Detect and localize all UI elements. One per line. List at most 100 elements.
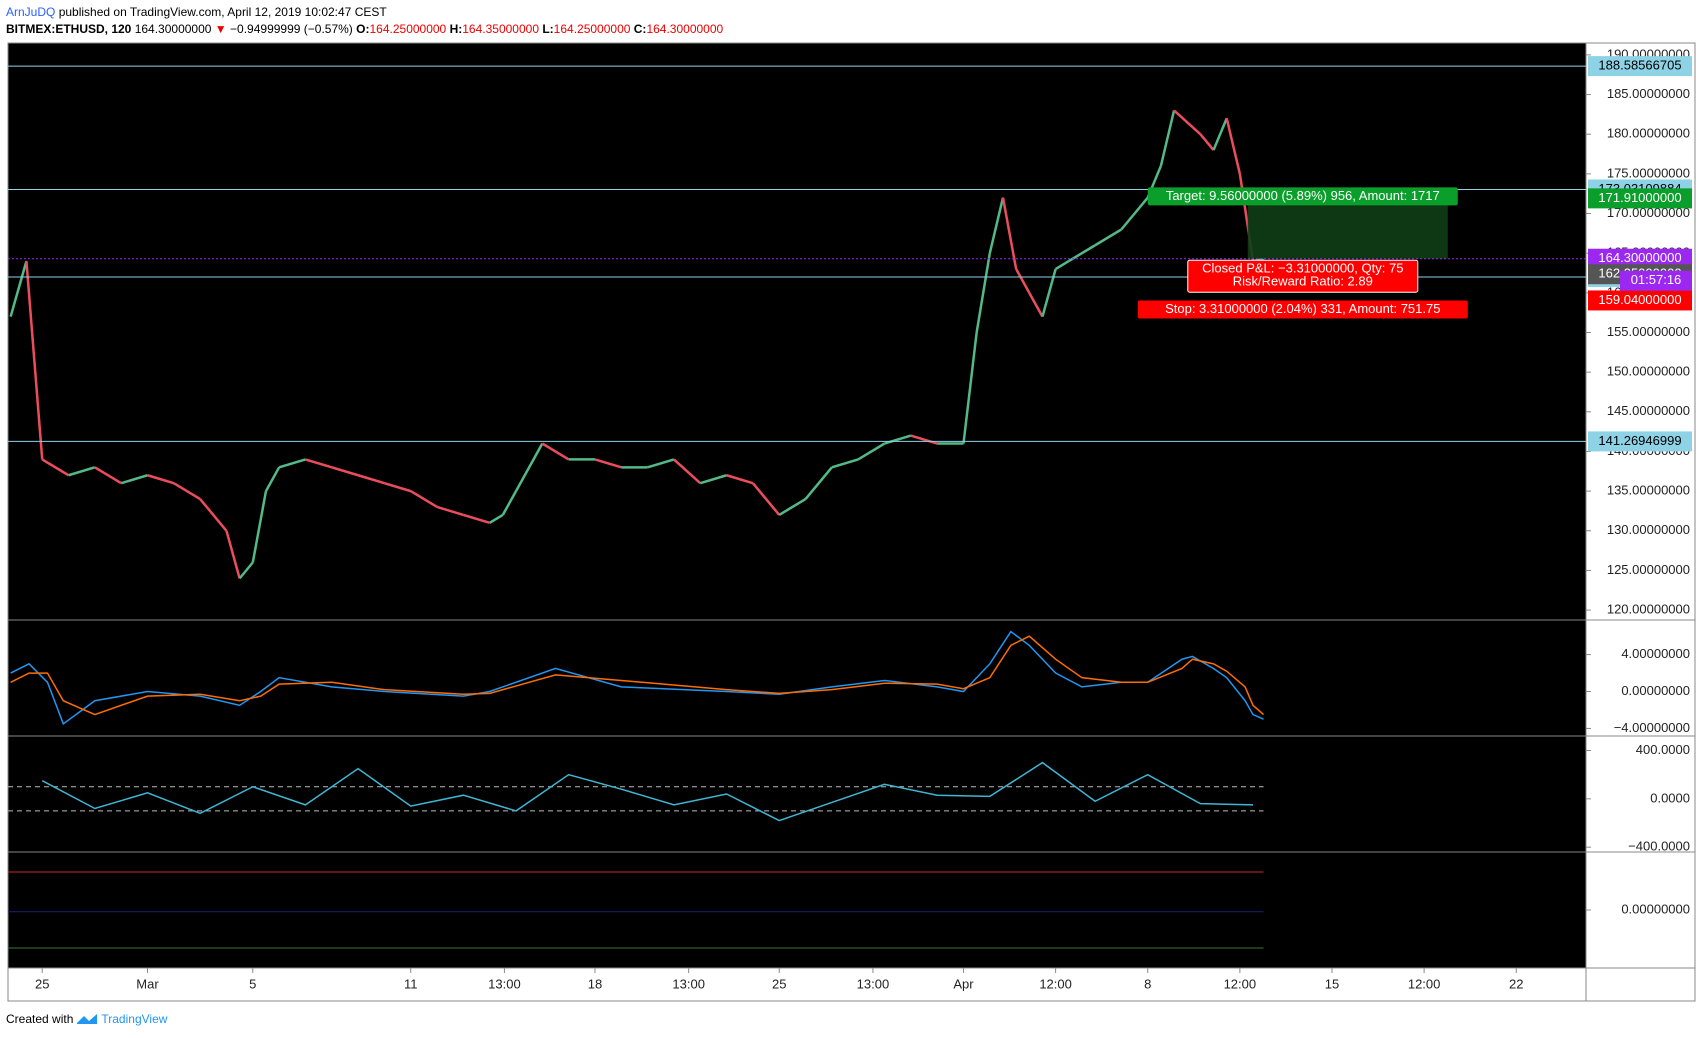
price-segment — [699, 474, 727, 485]
y-tick-label: 400.0000 — [1636, 742, 1690, 757]
ohlc-value: 164.30000000 — [646, 22, 724, 36]
x-tick-label: 8 — [1144, 976, 1151, 991]
target-zone — [1247, 198, 1448, 259]
level-tag — [1588, 56, 1692, 77]
created-with: Created with — [6, 1012, 74, 1026]
ohlc-key: O: — [356, 22, 370, 36]
x-tick-label: 11 — [404, 976, 418, 991]
x-tick-label: 13:00 — [672, 976, 705, 991]
indicator-line — [10, 635, 1265, 716]
x-tick-label: 12:00 — [1039, 976, 1072, 991]
x-tick-label: 15 — [1325, 976, 1339, 991]
price-segment — [1028, 292, 1044, 318]
price-tag-label: 164.30000000 — [1598, 250, 1681, 265]
y-tick-label: 185.00000000 — [1607, 86, 1690, 101]
ohlc-value: 164.25000000 — [369, 22, 447, 36]
y-tick-label: 145.00000000 — [1607, 403, 1690, 418]
price-segment — [199, 498, 228, 532]
price-segment — [541, 442, 570, 461]
frame — [7, 42, 1696, 1002]
x-tick-label: 13:00 — [857, 976, 890, 991]
x-tick-label: Mar — [136, 976, 159, 991]
countdown-box — [1620, 270, 1692, 291]
level-tag-label: 141.26946999 — [1598, 433, 1681, 448]
price-tag — [1588, 188, 1692, 209]
x-tick-label: 18 — [588, 976, 602, 991]
x-tick-label: 12:00 — [1408, 976, 1441, 991]
price-segment — [831, 458, 859, 469]
price-segment — [594, 458, 622, 469]
header-line: BITMEX:ETHUSD, 120 164.30000000 ▼ −0.949… — [6, 21, 723, 38]
price-segment — [647, 458, 675, 469]
price-segment — [910, 434, 938, 445]
level-tag — [1588, 431, 1692, 452]
pnl-box — [1187, 259, 1419, 293]
header: ArnJuDQ published on TradingView.com, Ap… — [6, 4, 723, 38]
y-tick-label: 135.00000000 — [1607, 483, 1690, 498]
ohlc-key: C: — [633, 22, 647, 36]
logo — [77, 1014, 98, 1024]
header-line: ArnJuDQ published on TradingView.com, Ap… — [6, 4, 723, 21]
price-segment — [673, 458, 702, 485]
price-segment — [1225, 118, 1242, 175]
y-tick-label: 175.00000000 — [1607, 165, 1690, 180]
x-tick-label: 25 — [35, 976, 49, 991]
symbol: BITMEX:ETHUSD, 120 — [6, 22, 132, 36]
price-segment — [278, 458, 306, 469]
last-price: 164.30000000 — [134, 22, 212, 36]
stop-label-box — [1137, 300, 1468, 319]
author[interactable]: ArnJuDQ — [6, 5, 56, 19]
price-tag-label: 159.04000000 — [1598, 292, 1681, 307]
price-segment — [804, 466, 833, 500]
price-segment — [778, 497, 807, 516]
price-segment — [463, 513, 491, 525]
chart: 120.00000000 125.00000000 130.00000000 135.… — [7, 42, 1696, 1002]
y-tick-label: 120.00000000 — [1607, 602, 1690, 617]
price-segment — [94, 466, 122, 485]
ohlc-key: L: — [542, 22, 554, 36]
ohlc-key: H: — [449, 22, 463, 36]
price-segment — [1159, 110, 1176, 167]
y-tick-label: 0.00000000 — [1621, 901, 1690, 916]
price-segment — [147, 474, 175, 485]
price-segment — [1054, 260, 1070, 271]
price-segment — [751, 482, 781, 516]
level-tag-label: 188.58566705 — [1598, 58, 1681, 73]
price-segment — [884, 434, 912, 445]
price-segment — [331, 466, 359, 477]
price-segment — [436, 505, 464, 517]
price-segment — [225, 530, 241, 579]
price-segment — [120, 474, 148, 485]
price-segment — [251, 490, 268, 563]
y-tick-label: 130.00000000 — [1607, 522, 1690, 537]
brand[interactable]: TradingView — [101, 1012, 168, 1026]
target-label-box — [1147, 187, 1458, 206]
x-tick-label: 13:00 — [488, 976, 521, 991]
price-segment — [1001, 197, 1018, 270]
ohlc-value: 164.35000000 — [462, 22, 539, 36]
ohlc: O:164.25000000 H:164.35000000 L:164.2500… — [356, 22, 723, 36]
pnl-label: Closed P&L: −3.31000000, Qty: 75 — [1202, 261, 1403, 276]
price-segment — [1212, 117, 1228, 151]
y-tick-label: 0.00000000 — [1621, 683, 1690, 698]
y-tick-label: 125.00000000 — [1607, 562, 1690, 577]
price-segment — [1015, 268, 1031, 294]
ratio-label: Risk/Reward Ratio: 2.89 — [1233, 274, 1373, 289]
indicator-line — [10, 630, 1264, 726]
price-segment — [173, 482, 201, 501]
price-segment — [1120, 196, 1149, 231]
y-tick-label: 170.00000000 — [1607, 205, 1690, 220]
y-tick-label: 4.00000000 — [1621, 646, 1690, 661]
y-tick-label: 150.00000000 — [1607, 364, 1690, 379]
price-segment — [988, 197, 1005, 254]
x-tick-label: 25 — [772, 976, 786, 991]
y-tick-label: −4.00000000 — [1614, 720, 1690, 735]
x-tick-label: 22 — [1509, 976, 1523, 991]
price-tag — [1588, 248, 1692, 269]
price-segment — [357, 474, 385, 485]
countdown: 01:57:16 — [1631, 272, 1682, 287]
price-tag-label: 171.91000000 — [1598, 190, 1681, 205]
ohlc-value: 164.25000000 — [553, 22, 631, 36]
price-segment — [25, 261, 44, 460]
published: published on TradingView.com, April 12, … — [58, 5, 387, 19]
